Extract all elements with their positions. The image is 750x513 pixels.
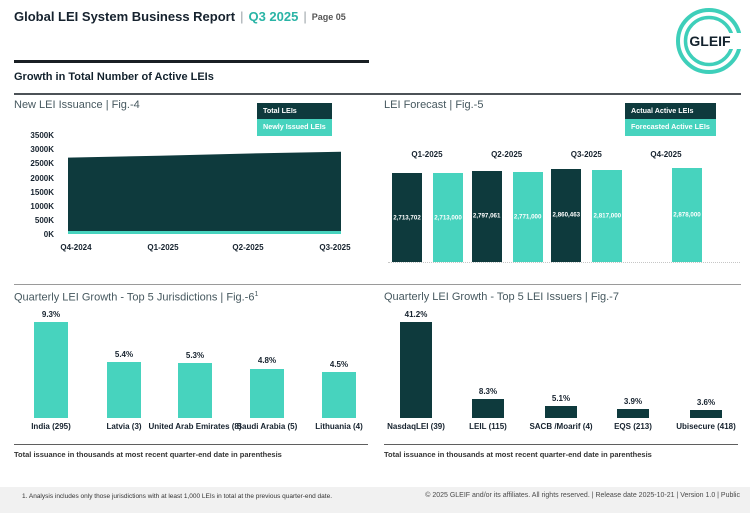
y-axis-label: 1000K — [30, 202, 54, 211]
growth-bar — [690, 409, 722, 418]
growth-bar — [545, 406, 577, 418]
quarter-label: Q4-2025 — [650, 150, 682, 159]
legend-item-total-leis: Total LEIs — [257, 103, 332, 120]
legend-item-actual-active-leis: Actual Active LEIs — [625, 103, 716, 120]
report-header: Global LEI System Business Report | Q3 202… — [14, 9, 346, 24]
fig5-title: LEI Forecast | Fig.-5 — [384, 99, 484, 111]
category-label: SACB /Moarif (4) — [529, 422, 593, 431]
fig7-note-divider — [384, 444, 738, 445]
header-separator: | — [303, 9, 307, 24]
page-title: Global LEI System Business Report — [14, 9, 236, 24]
bar-value-label: 2,860,463 — [552, 211, 581, 219]
header-period: Q3 2025 — [248, 9, 299, 24]
logo-text: GLEIF — [689, 33, 731, 49]
fig6-title-text: Quarterly LEI Growth - Top 5 Jurisdictio… — [14, 291, 255, 304]
bar-value-label: 2,713,702 — [393, 214, 421, 222]
fig7-title: Quarterly LEI Growth - Top 5 LEI Issuers… — [384, 291, 619, 303]
footnote: 1. Analysis includes only those jurisdic… — [22, 493, 333, 500]
fig5-legend: Actual Active LEIs Forecasted Active LEI… — [625, 103, 716, 136]
fig6-title: Quarterly LEI Growth - Top 5 Jurisdictio… — [14, 291, 258, 304]
fig5-plot: Q1-2025 2,713,702 2,713,000 Q2-2025 2,797,06… — [388, 150, 740, 263]
percentage-label: 41.2% — [404, 310, 428, 319]
legend-item-forecasted-active-leis: Forecasted Active LEIs — [625, 119, 716, 136]
y-axis-label: 2000K — [30, 173, 54, 183]
copyright: © 2025 GLEIF and/or its affiliates. All … — [425, 492, 740, 499]
legend-item-newly-issued-leis: Newly Issued LEIs — [257, 119, 332, 136]
quarter-label: Q2-2025 — [491, 150, 523, 159]
percentage-label: 3.6% — [696, 397, 716, 407]
section-heading: Growth in Total Number of Active LEIs — [14, 71, 214, 83]
x-axis-label: Q2-2025 — [232, 243, 264, 252]
y-axis-label: 2500K — [30, 159, 54, 169]
percentage-label: 3.9% — [623, 396, 643, 406]
growth-bar — [400, 322, 432, 418]
bar-value-label: 2,797,061 — [472, 212, 501, 220]
growth-bar — [178, 363, 212, 418]
fig6-note: Total issuance in thousands at most rece… — [14, 450, 282, 459]
fig6-plot: 9.3% India (295) 5.4% Latvia (3) 5.3% United … — [14, 308, 368, 431]
category-label: NasdaqLEI (39) — [387, 422, 445, 431]
growth-bar — [34, 322, 68, 418]
category-label: United Arab Emirates (8) — [148, 422, 242, 431]
forecasted-active-leis-bar: 2,771,000 — [512, 171, 543, 262]
growth-bar — [322, 371, 356, 418]
quarter-label: Q3-2025 — [570, 150, 602, 159]
y-axis-label: 0K — [43, 230, 54, 240]
growth-bar — [617, 408, 649, 418]
fig4-plot — [58, 131, 341, 234]
growth-bar — [472, 398, 504, 418]
section-rule — [14, 93, 741, 95]
header-rule-thick — [14, 60, 369, 63]
forecasted-active-leis-bar: 2,817,000 — [592, 170, 623, 262]
percentage-label: 8.3% — [478, 386, 498, 396]
percentage-label: 5.1% — [551, 394, 571, 404]
row-divider — [14, 284, 741, 285]
gleif-logo: GLEIF — [676, 8, 744, 74]
fig7-plot: 41.2% NasdaqLEI (39) 8.3% LEIL (115) 5.1% SAC… — [384, 308, 738, 431]
y-axis-label: 3500K — [30, 131, 54, 140]
y-axis-label: 500K — [34, 216, 54, 226]
bar-value-label: 2,817,000 — [593, 212, 622, 220]
fig7-note: Total issuance in thousands at most rece… — [384, 450, 652, 459]
fig4-title: New LEI Issuance | Fig.-4 — [14, 99, 140, 111]
category-label: Saudi Arabia (5) — [236, 422, 298, 431]
x-axis-label: Q3-2025 — [319, 243, 351, 252]
forecasted-active-leis-bar: 2,878,000 — [671, 168, 702, 262]
percentage-label: 5.3% — [185, 351, 205, 361]
percentage-label: 9.3% — [41, 310, 61, 319]
newly-issued-leis-strip — [68, 231, 341, 234]
x-axis-label: Q1-2025 — [147, 243, 179, 252]
actual-active-leis-bar: 2,860,463 — [551, 168, 582, 262]
forecasted-active-leis-bar: 2,713,000 — [433, 173, 463, 262]
growth-bar — [107, 362, 141, 418]
bar-value-label: 2,878,000 — [673, 211, 701, 219]
page-number: Page 05 — [311, 12, 346, 22]
percentage-label: 4.5% — [329, 359, 349, 369]
logo-ring-gap — [724, 33, 744, 49]
total-leis-area — [68, 151, 341, 231]
category-label: Lithuania (4) — [315, 422, 363, 431]
fig6-footnote-marker: 1 — [254, 291, 259, 298]
category-label: EQS (213) — [614, 422, 652, 431]
category-label: LEIL (115) — [469, 422, 507, 431]
header-separator: | — [240, 9, 244, 24]
growth-bar — [250, 368, 284, 418]
fig6-note-divider — [14, 444, 368, 445]
bar-value-label: 2,771,000 — [513, 213, 542, 221]
footer-band — [0, 487, 750, 513]
y-axis-label: 3000K — [30, 145, 54, 155]
y-axis-label: 1500K — [30, 187, 54, 197]
percentage-label: 5.4% — [114, 350, 134, 360]
actual-active-leis-bar: 2,713,702 — [392, 173, 422, 262]
quarter-label: Q1-2025 — [411, 150, 443, 159]
category-label: India (295) — [31, 422, 71, 431]
actual-active-leis-bar: 2,797,061 — [471, 170, 502, 262]
fig4-legend: Total LEIs Newly Issued LEIs — [257, 103, 332, 136]
bar-value-label: 2,713,000 — [434, 214, 462, 222]
x-axis-label: Q4-2024 — [60, 243, 92, 252]
category-label: Ubisecure (418) — [676, 422, 736, 431]
percentage-label: 4.8% — [257, 356, 277, 366]
category-label: Latvia (3) — [106, 422, 142, 431]
